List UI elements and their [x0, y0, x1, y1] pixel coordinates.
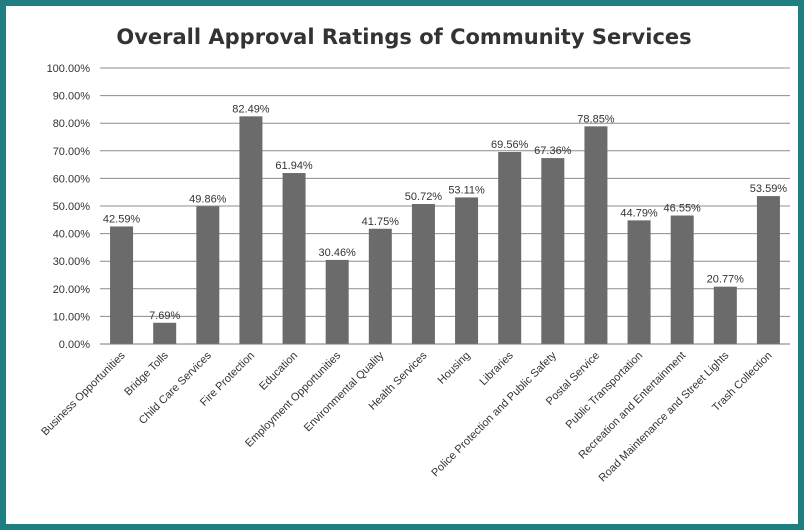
data-label: 46.55% — [664, 203, 702, 215]
bar — [455, 197, 479, 344]
y-tick-label: 50.00% — [53, 201, 91, 213]
y-tick-label: 30.00% — [53, 256, 91, 268]
data-labels: 42.59% 7.69% 49.86% 82.49% 61.94% 30.46% 41.75… — [103, 103, 787, 321]
y-tick-label: 20.00% — [53, 284, 91, 296]
data-label: 30.46% — [319, 247, 357, 259]
y-axis-ticks: 0.00% 10.00% 20.00% 30.00% 40.00% 50.00% 60.00… — [47, 63, 91, 351]
x-category-label: Libraries — [477, 349, 516, 388]
bar — [282, 173, 306, 344]
bar — [584, 126, 608, 345]
bar — [325, 259, 349, 344]
bar — [239, 116, 263, 344]
data-label: 67.36% — [534, 145, 572, 157]
bar — [110, 226, 134, 344]
bar — [153, 322, 177, 344]
bar — [713, 286, 737, 344]
bars — [110, 116, 780, 345]
data-label: 53.11% — [448, 184, 485, 196]
data-label: 44.79% — [620, 207, 658, 219]
data-label: 61.94% — [275, 160, 313, 172]
data-label: 7.69% — [149, 310, 180, 322]
data-label: 41.75% — [362, 216, 400, 228]
x-category-label: Business Opportunities — [39, 349, 128, 438]
y-tick-label: 90.00% — [53, 91, 91, 103]
x-category-label: Housing — [436, 350, 473, 387]
bar — [627, 220, 651, 344]
bar — [196, 206, 220, 344]
data-label: 69.56% — [491, 139, 529, 151]
data-label: 50.72% — [405, 191, 443, 203]
data-label: 42.59% — [103, 213, 141, 225]
x-category-label: Public Transportation — [564, 350, 646, 432]
bar — [541, 158, 565, 344]
y-tick-label: 40.00% — [53, 229, 91, 241]
y-tick-label: 60.00% — [53, 173, 91, 185]
bar — [411, 204, 435, 344]
y-tick-label: 70.00% — [53, 146, 91, 158]
bar-chart: Overall Approval Ratings of Community Se… — [39, 25, 790, 484]
y-tick-label: 80.00% — [53, 118, 91, 130]
data-label: 20.77% — [707, 274, 745, 286]
chart-frame: Overall Approval Ratings of Community Se… — [6, 6, 798, 524]
data-label: 53.59% — [750, 183, 788, 195]
bar — [670, 215, 694, 344]
chart-title: Overall Approval Ratings of Community Se… — [116, 25, 691, 49]
y-tick-label: 100.00% — [47, 63, 91, 75]
bar — [756, 196, 780, 344]
x-category-label: Education — [257, 350, 300, 393]
data-label: 78.85% — [577, 113, 615, 125]
data-label: 82.49% — [232, 103, 270, 115]
bar — [498, 152, 522, 344]
data-label: 49.86% — [189, 193, 227, 205]
x-category-label: Environmental Quality — [302, 349, 387, 434]
y-tick-label: 0.00% — [59, 339, 90, 351]
bar — [368, 228, 392, 344]
x-category-label: Child Care Services — [137, 349, 215, 427]
y-tick-label: 10.00% — [53, 311, 91, 323]
